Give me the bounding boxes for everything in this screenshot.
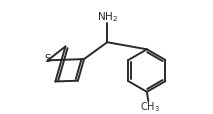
Text: NH$_2$: NH$_2$ <box>97 10 118 24</box>
Text: S: S <box>44 54 51 64</box>
Text: CH$_3$: CH$_3$ <box>140 99 160 113</box>
